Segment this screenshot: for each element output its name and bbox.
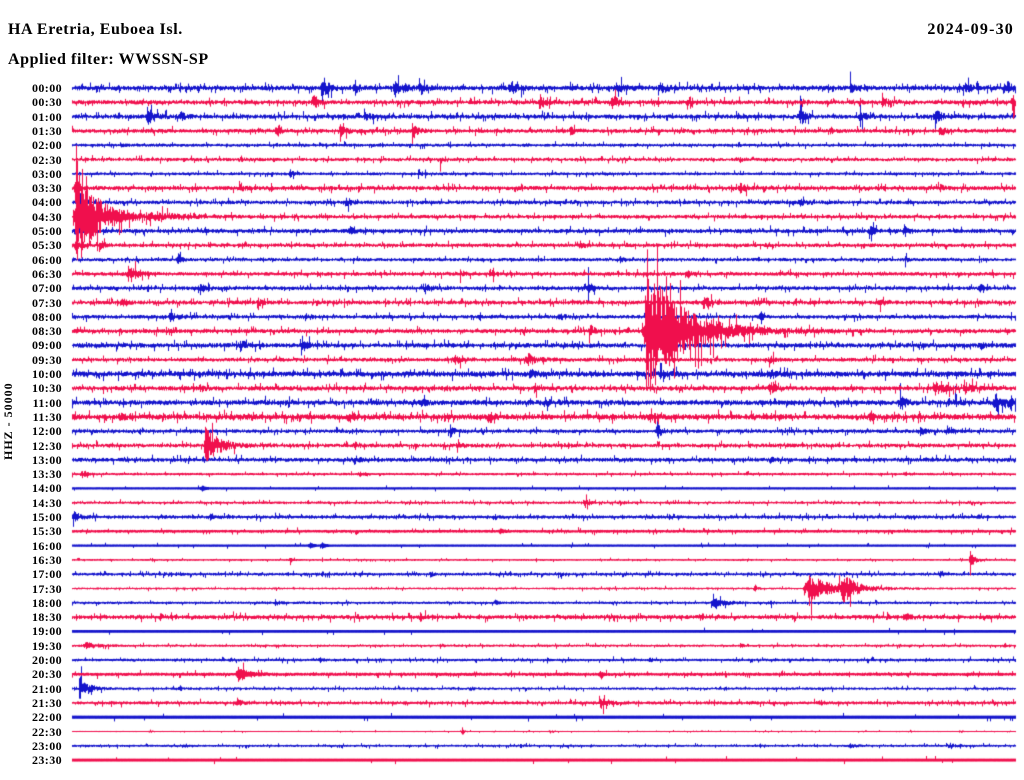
time-label-08:30: 08:30 bbox=[32, 324, 62, 339]
time-label-14:00: 14:00 bbox=[32, 481, 62, 496]
time-label-02:00: 02:00 bbox=[32, 138, 62, 153]
time-label-00:00: 00:00 bbox=[32, 81, 62, 95]
time-label-05:30: 05:30 bbox=[32, 238, 62, 253]
time-label-07:30: 07:30 bbox=[32, 295, 62, 310]
date-label: 2024-09-30 bbox=[927, 21, 1014, 38]
time-label-21:30: 21:30 bbox=[32, 695, 62, 710]
time-label-16:00: 16:00 bbox=[32, 538, 62, 553]
time-label-05:00: 05:00 bbox=[32, 224, 62, 238]
time-label-03:30: 03:30 bbox=[32, 181, 62, 196]
time-label-23:30: 23:30 bbox=[32, 753, 62, 768]
time-label-01:00: 01:00 bbox=[32, 109, 62, 124]
time-label-13:00: 13:00 bbox=[32, 452, 62, 467]
time-label-10:30: 10:30 bbox=[32, 381, 62, 396]
time-label-13:30: 13:30 bbox=[32, 467, 62, 482]
time-label-04:00: 04:00 bbox=[32, 195, 62, 210]
time-label-21:00: 21:00 bbox=[32, 681, 62, 696]
time-label-01:30: 01:30 bbox=[32, 123, 62, 138]
time-label-02:30: 02:30 bbox=[32, 152, 62, 167]
time-label-18:00: 18:00 bbox=[32, 595, 62, 610]
time-label-06:30: 06:30 bbox=[32, 266, 62, 281]
time-label-22:00: 22:00 bbox=[32, 710, 62, 725]
time-label-18:30: 18:30 bbox=[32, 610, 62, 625]
time-label-20:00: 20:00 bbox=[32, 653, 62, 667]
time-label-20:30: 20:30 bbox=[32, 667, 62, 682]
time-label-08:00: 08:00 bbox=[32, 309, 62, 324]
time-label-07:00: 07:00 bbox=[32, 281, 62, 296]
time-label-12:30: 12:30 bbox=[32, 438, 62, 453]
time-label-23:00: 23:00 bbox=[32, 738, 62, 753]
time-label-12:00: 12:00 bbox=[32, 424, 62, 439]
time-label-06:00: 06:00 bbox=[32, 252, 62, 267]
applied-filter-label: Applied filter: WWSSN-SP bbox=[8, 51, 209, 68]
time-label-09:30: 09:30 bbox=[32, 352, 62, 367]
time-label-19:00: 19:00 bbox=[32, 624, 62, 639]
time-label-09:00: 09:00 bbox=[32, 338, 62, 353]
time-label-03:00: 03:00 bbox=[32, 166, 62, 181]
time-label-14:30: 14:30 bbox=[32, 495, 62, 510]
time-label-11:30: 11:30 bbox=[32, 409, 62, 424]
time-label-22:30: 22:30 bbox=[32, 724, 62, 739]
time-label-04:30: 04:30 bbox=[32, 209, 62, 224]
time-label-15:00: 15:00 bbox=[32, 510, 62, 524]
time-label-17:00: 17:00 bbox=[32, 567, 62, 582]
time-label-17:30: 17:30 bbox=[32, 581, 62, 596]
time-label-19:30: 19:30 bbox=[32, 638, 62, 653]
time-label-15:30: 15:30 bbox=[32, 524, 62, 539]
time-label-00:30: 00:30 bbox=[32, 95, 62, 110]
time-label-11:00: 11:00 bbox=[32, 395, 62, 410]
time-label-10:00: 10:00 bbox=[32, 367, 62, 381]
station-title: HA Eretria, Euboea Isl. bbox=[8, 21, 183, 38]
time-label-16:30: 16:30 bbox=[32, 552, 62, 567]
